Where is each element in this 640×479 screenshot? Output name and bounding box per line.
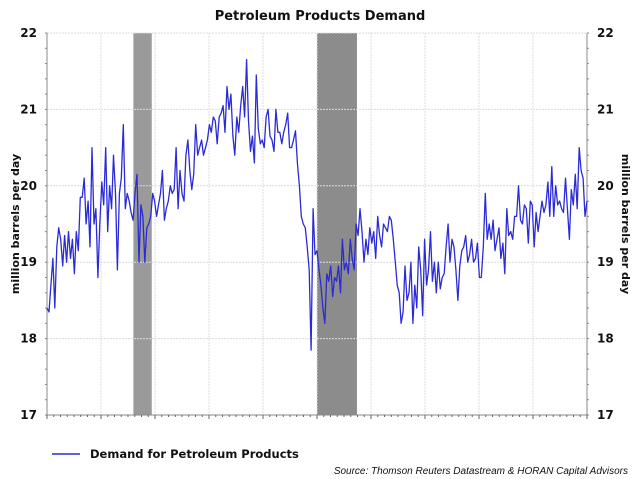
chart-title: Petroleum Products Demand (215, 9, 426, 24)
recession-2-band (317, 33, 357, 415)
legend-label: Demand for Petroleum Products (90, 447, 299, 461)
series-line-demand (46, 59, 588, 351)
source-note: Source: Thomson Reuters Datastream & HOR… (334, 466, 628, 477)
gridlines (47, 32, 587, 415)
y-axis-left-label: million barrels per day (9, 154, 22, 294)
y-left-tick-label: 20 (20, 179, 37, 193)
axes (45, 32, 589, 419)
y-right-tick-label: 21 (597, 102, 614, 116)
y-right-tick-label: 19 (597, 255, 614, 269)
y-right-tick-label: 22 (597, 26, 614, 40)
y-left-tick-label: 22 (20, 26, 37, 40)
y-axis-right-label: million barrels per day (619, 154, 632, 294)
legend: Demand for Petroleum Products (52, 447, 299, 461)
y-axis-right-ticks: 17 18 19 20 21 22 (597, 26, 614, 422)
y-axis-left-ticks: 17 18 19 20 21 22 (20, 26, 37, 422)
y-left-tick-label: 18 (20, 332, 37, 346)
series-group (46, 59, 588, 351)
y-left-tick-label: 19 (20, 255, 37, 269)
y-left-tick-label: 17 (20, 408, 37, 422)
recession-bands (133, 33, 357, 415)
y-right-tick-label: 20 (597, 179, 614, 193)
y-right-tick-label: 17 (597, 408, 614, 422)
y-right-tick-label: 18 (597, 332, 614, 346)
y-left-tick-label: 21 (20, 102, 37, 116)
